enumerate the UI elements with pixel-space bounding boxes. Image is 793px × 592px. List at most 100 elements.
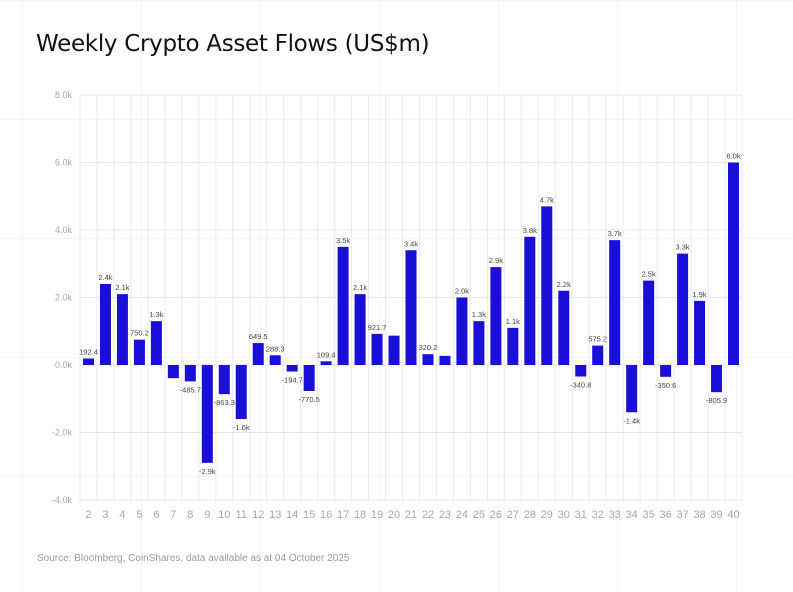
x-tick-label: 3 [102, 509, 108, 521]
bar [167, 365, 179, 379]
data-label: 2.0k [455, 287, 469, 296]
x-tick-label: 22 [422, 509, 434, 521]
x-axis: 2 3 4 5 6 7 8 9 10 11 12 13 14 15 16 17 18 19 20 21 22 23 24 25… [85, 509, 739, 521]
bar [354, 294, 366, 365]
chart-title: Weekly Crypto Asset Flows (US$m) [36, 31, 430, 57]
x-tick-label: 32 [592, 509, 604, 521]
x-tick-label: 20 [388, 509, 400, 521]
data-label: -194.7 [282, 376, 303, 385]
bar [592, 345, 604, 365]
data-label: 4.7k [540, 195, 554, 204]
x-tick-label: 37 [676, 509, 688, 521]
y-tick-label: 4.0k [55, 225, 73, 235]
data-label: 3.8k [523, 226, 537, 235]
bar [643, 280, 655, 365]
bar [371, 333, 383, 365]
bar [388, 335, 400, 365]
bar [728, 162, 740, 365]
bar [99, 284, 111, 365]
bar [541, 206, 553, 365]
data-label: 1.9k [692, 290, 706, 299]
x-tick-label: 39 [710, 509, 722, 521]
y-axis: -4.0k -2.0k 0.0k 2.0k 4.0k 6.0k 8.0k [52, 90, 73, 505]
data-label: 2.1k [353, 283, 367, 292]
bar [507, 327, 519, 365]
data-labels: 192.42.4k2.1k750.21.3k-485.7-2.9k-863.3-… [79, 152, 741, 476]
x-tick-label: 15 [303, 509, 315, 521]
bar [405, 250, 417, 365]
data-label: 649.5 [249, 332, 268, 341]
y-tick-label: 2.0k [55, 293, 73, 303]
bar [252, 343, 264, 365]
x-tick-label: 35 [643, 509, 655, 521]
bar [677, 253, 689, 365]
data-label: -2.9k [199, 467, 216, 476]
bar [473, 321, 485, 365]
x-tick-label: 9 [204, 509, 210, 521]
data-label: -863.3 [214, 398, 235, 407]
data-label: -1.6k [233, 423, 250, 432]
bar [201, 365, 213, 463]
x-tick-label: 27 [507, 509, 519, 521]
bar [286, 365, 298, 372]
x-tick-label: 18 [354, 509, 366, 521]
bar [303, 365, 315, 392]
x-tick-label: 16 [320, 509, 332, 521]
bar [694, 300, 706, 365]
bar [490, 267, 502, 365]
bar [439, 355, 451, 365]
data-label: 1.1k [506, 317, 520, 326]
x-tick-label: 14 [286, 509, 298, 521]
data-label: -340.8 [570, 381, 591, 390]
bar [218, 365, 230, 395]
bar [575, 365, 587, 377]
y-tick-label: -4.0k [52, 495, 73, 505]
bar [116, 294, 128, 365]
bar [337, 246, 349, 365]
y-tick-label: 0.0k [55, 360, 73, 370]
x-tick-label: 28 [524, 509, 536, 521]
x-tick-label: 30 [558, 509, 570, 521]
data-label: 3.5k [336, 236, 350, 245]
bar [626, 365, 638, 413]
x-tick-label: 11 [236, 509, 247, 521]
x-tick-label: 10 [218, 509, 230, 521]
x-tick-label: 31 [575, 509, 587, 521]
x-tick-label: 13 [269, 509, 281, 521]
data-label: -1.4k [623, 416, 640, 425]
bar [524, 236, 536, 365]
data-label: 3.7k [608, 229, 622, 238]
x-tick-label: 21 [405, 509, 417, 521]
data-label: 2.2k [557, 280, 571, 289]
bar [609, 240, 621, 365]
x-tick-label: 17 [337, 509, 349, 521]
data-label: 2.5k [642, 270, 656, 279]
bar [660, 365, 672, 377]
x-tick-label: 36 [659, 509, 671, 521]
x-tick-label: 34 [626, 509, 638, 521]
bar [558, 290, 570, 365]
data-label: 2.9k [489, 256, 503, 265]
data-label: 575.2 [588, 335, 607, 344]
y-tick-label: -2.0k [52, 428, 73, 438]
x-tick-label: 23 [439, 509, 451, 521]
data-label: 109.4 [317, 350, 336, 359]
bar [320, 361, 332, 365]
x-tick-label: 8 [187, 509, 193, 521]
bar [235, 365, 247, 419]
data-label: 921.7 [368, 323, 387, 332]
bar [150, 321, 162, 365]
y-tick-label: 8.0k [55, 90, 73, 100]
data-label: -350.6 [655, 381, 676, 390]
x-tick-label: 38 [693, 509, 705, 521]
bar [133, 339, 145, 365]
data-label: 2.1k [115, 283, 129, 292]
x-tick-label: 7 [170, 509, 176, 521]
x-tick-label: 12 [252, 509, 264, 521]
x-tick-label: 25 [473, 509, 485, 521]
bar [456, 297, 468, 365]
data-label: 750.2 [130, 329, 149, 338]
x-tick-label: 40 [727, 509, 739, 521]
data-label: 288.3 [266, 344, 285, 353]
